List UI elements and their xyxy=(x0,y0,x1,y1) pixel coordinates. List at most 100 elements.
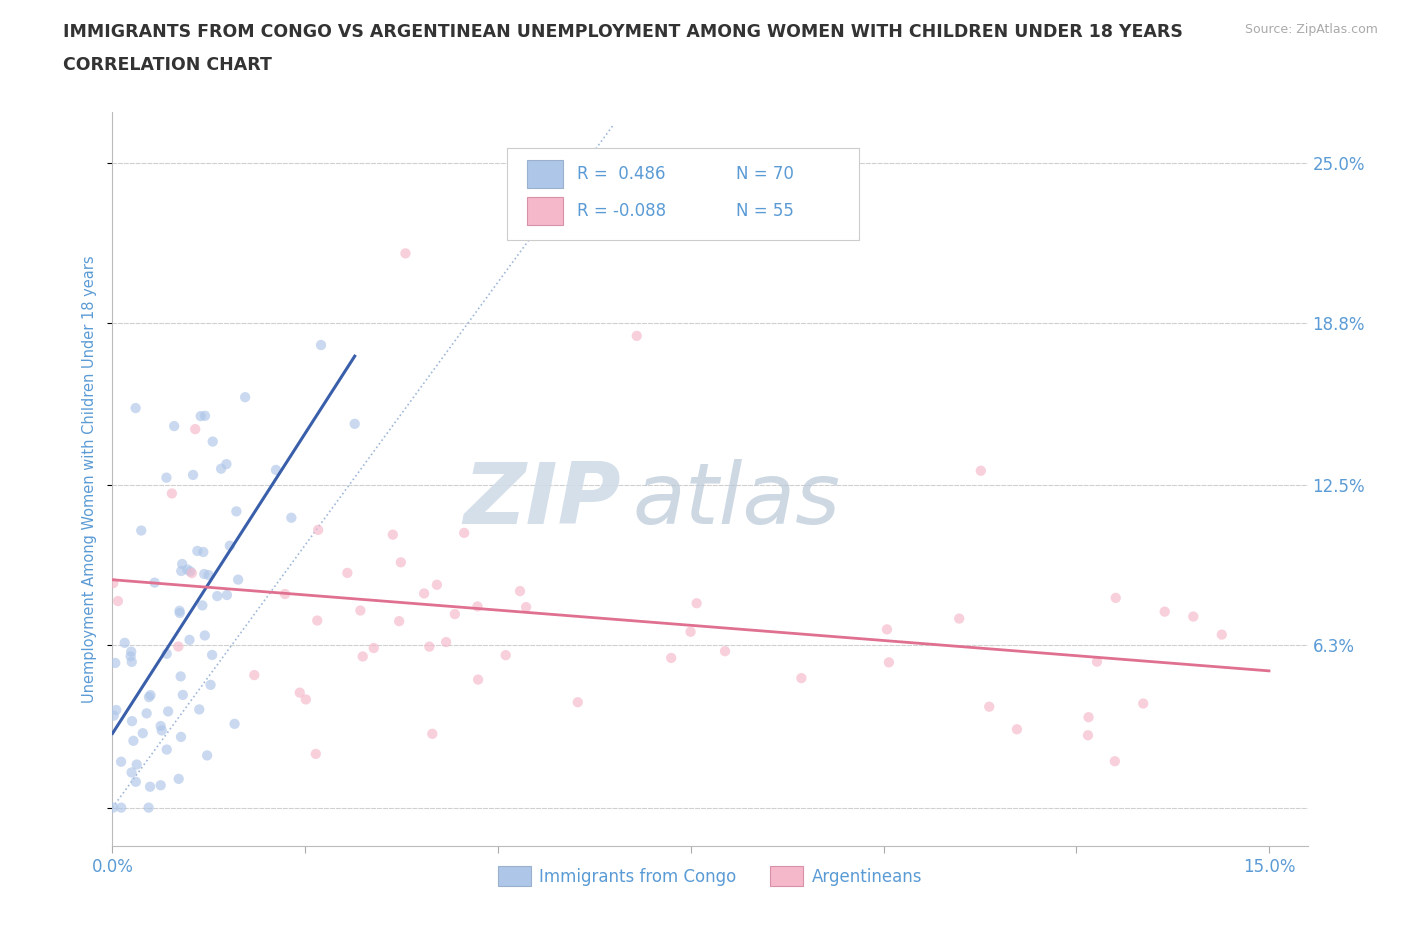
Point xyxy=(280,511,302,525)
Point xyxy=(679,624,702,639)
Point xyxy=(190,408,212,423)
Point xyxy=(101,800,124,815)
Point xyxy=(150,723,173,737)
Point xyxy=(264,462,287,477)
Point xyxy=(163,418,186,433)
Point xyxy=(1104,754,1126,769)
Point xyxy=(157,704,180,719)
Point xyxy=(389,555,412,570)
Point xyxy=(336,565,359,580)
Point xyxy=(1182,609,1205,624)
Point xyxy=(120,644,142,659)
Point xyxy=(184,421,207,436)
Point xyxy=(418,639,440,654)
Point xyxy=(139,779,162,794)
Point xyxy=(979,699,1001,714)
Point xyxy=(170,729,193,744)
Point xyxy=(876,622,898,637)
Point xyxy=(191,598,214,613)
Point xyxy=(233,390,256,405)
Point xyxy=(877,655,900,670)
Point xyxy=(224,716,246,731)
Point xyxy=(169,605,191,620)
Point xyxy=(349,603,371,618)
Point xyxy=(226,572,249,587)
Point xyxy=(169,604,191,618)
Text: atlas: atlas xyxy=(633,459,841,542)
Point xyxy=(948,611,970,626)
Point xyxy=(1077,710,1099,724)
Point xyxy=(170,564,193,578)
Point xyxy=(1153,604,1175,619)
Point xyxy=(149,719,172,734)
Point xyxy=(225,504,247,519)
Point xyxy=(434,634,457,649)
Point xyxy=(363,641,385,656)
Point xyxy=(155,471,177,485)
Point xyxy=(307,613,329,628)
Point xyxy=(343,417,366,432)
Point xyxy=(307,523,329,538)
Point xyxy=(201,647,224,662)
Point xyxy=(685,596,707,611)
Point xyxy=(194,408,217,423)
Point xyxy=(790,671,813,685)
Point xyxy=(135,706,157,721)
Point xyxy=(132,725,155,740)
Point xyxy=(179,565,201,579)
Point xyxy=(413,586,436,601)
Point xyxy=(1132,696,1154,711)
Point xyxy=(243,668,266,683)
Text: N = 70: N = 70 xyxy=(737,165,794,183)
FancyBboxPatch shape xyxy=(527,160,562,188)
Point xyxy=(143,575,166,590)
Text: Source: ZipAtlas.com: Source: ZipAtlas.com xyxy=(1244,23,1378,36)
Point xyxy=(215,457,238,472)
Point xyxy=(169,669,191,684)
Point xyxy=(381,527,404,542)
Point xyxy=(388,614,411,629)
Y-axis label: Unemployment Among Women with Children Under 18 years: Unemployment Among Women with Children U… xyxy=(82,255,97,703)
Point xyxy=(309,338,332,352)
Point xyxy=(138,800,160,815)
Point xyxy=(394,246,416,260)
Point xyxy=(156,742,179,757)
Point xyxy=(107,593,129,608)
Text: R = -0.088: R = -0.088 xyxy=(578,202,666,219)
Point xyxy=(121,765,143,780)
Point xyxy=(218,538,240,553)
Point xyxy=(138,690,160,705)
Point xyxy=(509,584,531,599)
Point xyxy=(200,677,222,692)
Point xyxy=(420,726,443,741)
Point xyxy=(179,632,201,647)
Point xyxy=(149,777,172,792)
Point xyxy=(172,556,194,571)
FancyBboxPatch shape xyxy=(527,197,562,225)
Point xyxy=(167,772,190,787)
Point xyxy=(1211,627,1233,642)
Point xyxy=(139,687,162,702)
Point xyxy=(305,747,328,762)
Point xyxy=(120,649,142,664)
Point xyxy=(156,646,179,661)
Point xyxy=(1085,654,1108,669)
Point xyxy=(195,748,218,763)
Point xyxy=(495,647,517,662)
Point xyxy=(352,649,374,664)
Point xyxy=(172,687,194,702)
Point xyxy=(295,692,318,707)
Point xyxy=(129,523,152,538)
Point xyxy=(110,800,132,815)
Point xyxy=(201,434,224,449)
Point xyxy=(181,468,204,483)
Point xyxy=(659,650,682,665)
Point xyxy=(104,656,127,671)
Point xyxy=(176,562,198,577)
Point xyxy=(714,644,737,658)
Point xyxy=(103,576,125,591)
Point xyxy=(197,567,219,582)
Point xyxy=(122,734,145,749)
Point xyxy=(1077,728,1099,743)
Point xyxy=(110,754,132,769)
